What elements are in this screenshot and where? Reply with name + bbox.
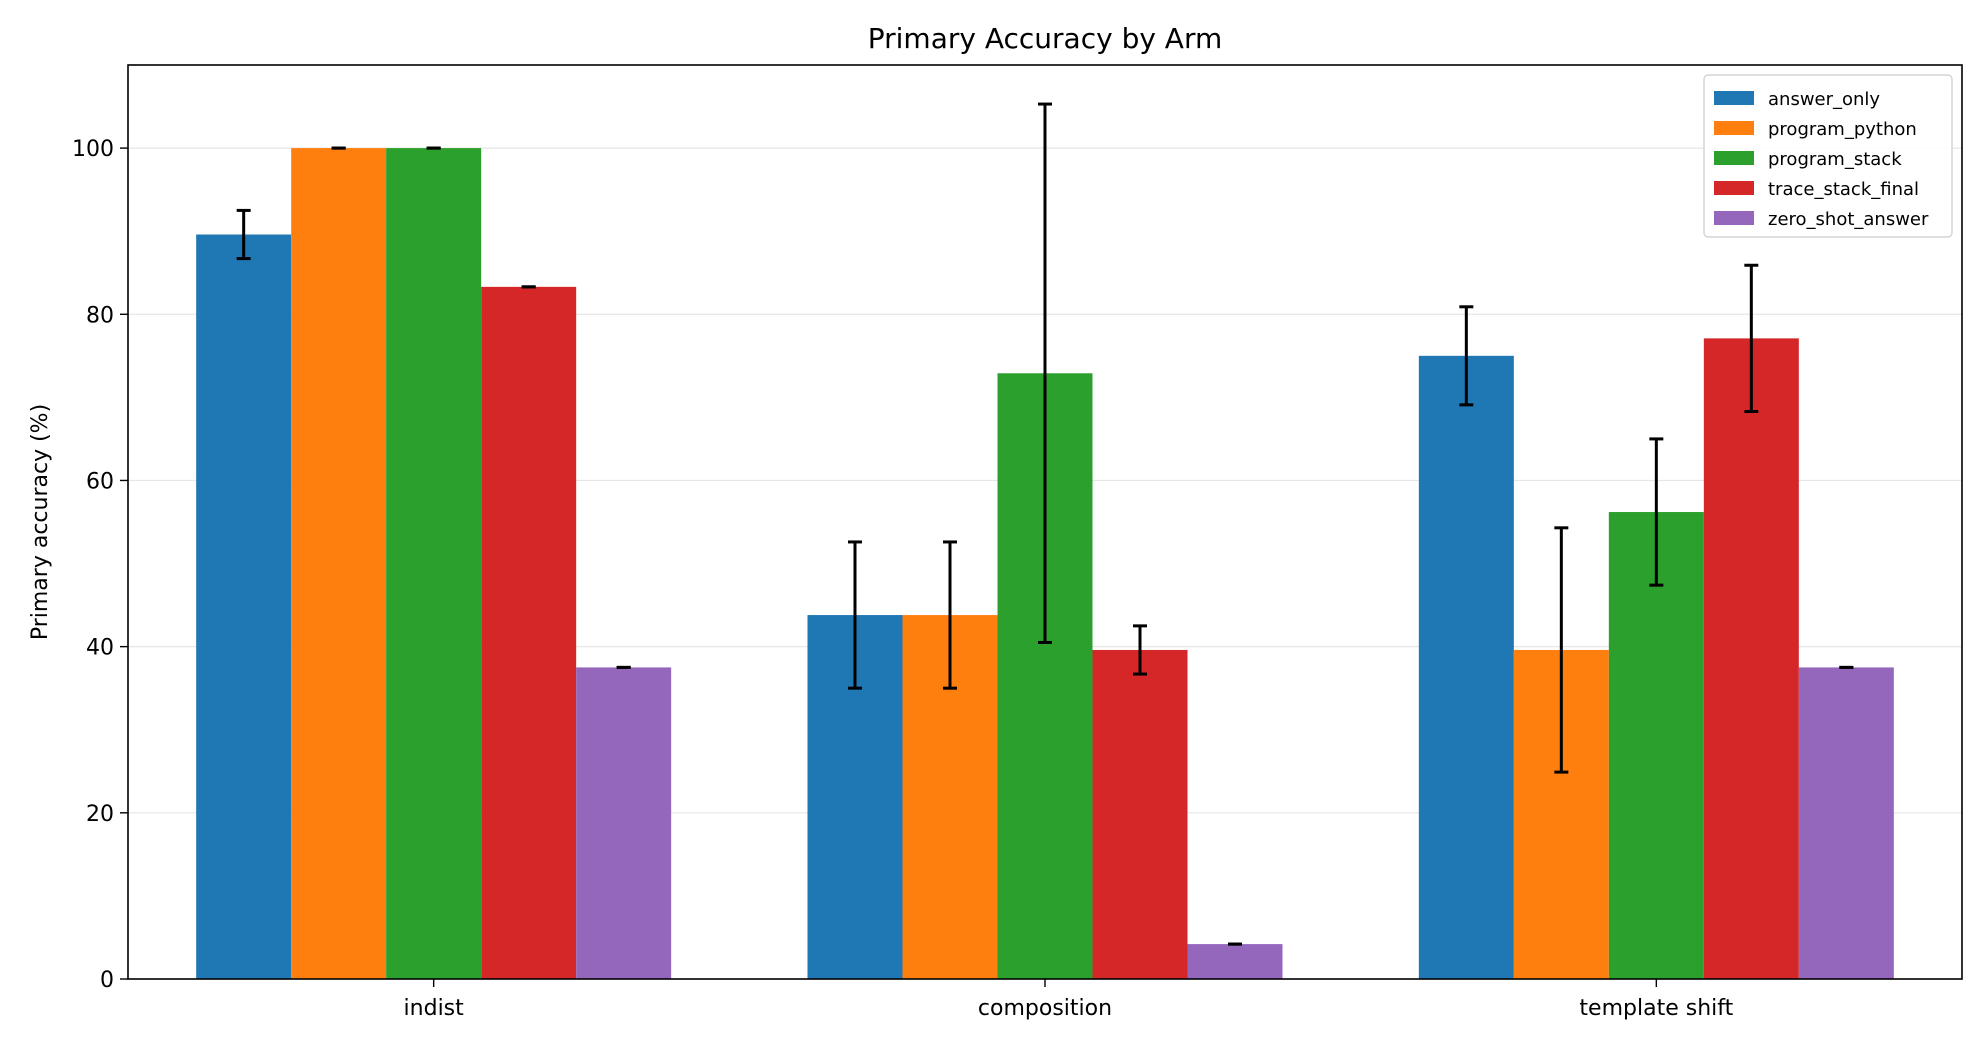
bar-zero_shot_answer-template-shift (1798, 667, 1894, 979)
legend-swatch-zero_shot_answer (1714, 211, 1754, 225)
bar-trace_stack_final-composition (1092, 649, 1188, 979)
y-axis-ticks: 0 20 40 60 80 100 (72, 137, 128, 993)
bar-trace_stack_final-indist (481, 286, 577, 979)
legend-swatch-program_python (1714, 121, 1754, 135)
y-tick-label: 20 (86, 802, 114, 827)
legend-label-answer_only: answer_only (1768, 89, 1880, 110)
bars (196, 148, 1894, 980)
legend-label-program_python: program_python (1768, 119, 1917, 140)
x-tick-label: template shift (1579, 996, 1733, 1021)
bar-program_python-indist (291, 148, 387, 979)
legend-swatch-trace_stack_final (1714, 181, 1754, 195)
x-tick-label: indist (404, 996, 465, 1021)
x-tick-label: composition (978, 996, 1112, 1021)
y-tick-label: 100 (72, 137, 114, 162)
y-tick-label: 40 (86, 636, 114, 661)
y-axis-label: Primary accuracy (%) (28, 404, 53, 640)
bar-answer_only-template-shift (1418, 355, 1514, 979)
x-axis-ticks: indist composition template shift (404, 979, 1734, 1021)
legend-swatch-program_stack (1714, 151, 1754, 165)
legend-label-zero_shot_answer: zero_shot_answer (1768, 209, 1929, 230)
bar-answer_only-indist (196, 234, 292, 980)
bar-zero_shot_answer-composition (1187, 944, 1283, 979)
chart-title: Primary Accuracy by Arm (868, 22, 1223, 55)
bar-program_stack-template-shift (1608, 512, 1704, 979)
y-tick-label: 60 (86, 469, 114, 494)
y-tick-label: 80 (86, 303, 114, 328)
error-bars (236, 102, 1854, 946)
legend-label-program_stack: program_stack (1768, 149, 1902, 170)
legend-label-trace_stack_final: trace_stack_final (1768, 179, 1919, 200)
bar-trace_stack_final-template-shift (1703, 338, 1799, 979)
bar-zero_shot_answer-indist (576, 667, 672, 979)
y-tick-label: 0 (100, 968, 114, 993)
bar-program_stack-indist (386, 148, 482, 979)
legend-box (1703, 74, 1953, 238)
legend: answer_only program_python program_stacktr… (1703, 74, 1953, 238)
legend-swatch-answer_only (1714, 91, 1754, 105)
